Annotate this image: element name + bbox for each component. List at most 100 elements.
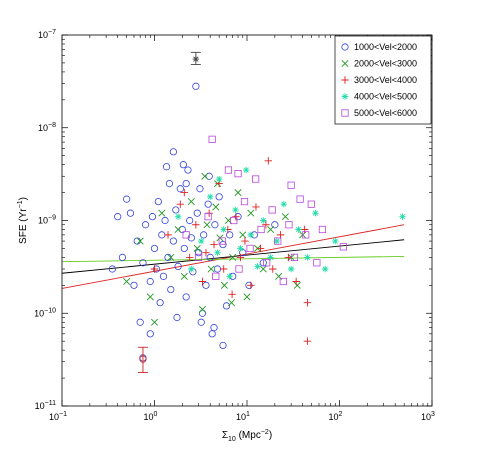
data-point (214, 249, 221, 256)
series-plus (150, 157, 312, 345)
data-point (222, 302, 231, 310)
data-point (167, 285, 175, 294)
data-point (178, 225, 186, 234)
data-point (295, 226, 302, 233)
data-point (212, 203, 220, 211)
data-point (201, 172, 209, 180)
data-point (235, 265, 243, 273)
data-point (247, 209, 255, 217)
data-point (146, 293, 154, 301)
data-point (162, 163, 171, 171)
data-point (224, 166, 233, 174)
data-point (285, 221, 293, 229)
data-point (136, 318, 144, 326)
data-point (292, 277, 300, 286)
data-point (332, 237, 339, 245)
y-axis-label: SFE (Yr−1) (17, 197, 29, 244)
data-point (180, 188, 189, 197)
data-point (279, 277, 287, 286)
data-point (130, 281, 138, 289)
data-point (210, 324, 218, 332)
data-point (202, 248, 210, 257)
data-point (126, 209, 135, 217)
data-point (247, 281, 255, 290)
data-point (212, 272, 220, 280)
data-point (339, 243, 347, 251)
data-point (256, 244, 265, 253)
data-point (198, 305, 206, 313)
data-point (193, 209, 201, 217)
data-point (318, 225, 327, 234)
data-point (228, 290, 236, 299)
series-star (174, 166, 406, 280)
data-point (304, 254, 311, 261)
data-point (260, 217, 267, 224)
data-point (204, 200, 212, 208)
data-point (267, 225, 275, 234)
data-point (287, 181, 295, 189)
data-point (165, 179, 174, 188)
data-point (154, 197, 162, 206)
data-point (269, 265, 277, 273)
series-circle (108, 82, 279, 362)
data-point (287, 265, 295, 273)
data-point (174, 213, 182, 220)
data-point (307, 200, 315, 208)
error-point (192, 55, 200, 63)
legend-label: 1000<Vel<2000 (354, 42, 417, 52)
data-point (206, 193, 214, 201)
data-point (281, 213, 289, 221)
data-point (150, 265, 159, 273)
y-tick-label: 10−7 (38, 29, 56, 40)
data-point (203, 221, 211, 229)
data-point (230, 216, 238, 225)
data-point (204, 213, 212, 221)
data-point (226, 231, 234, 239)
legend-label: 3000<Vel<4000 (354, 75, 417, 85)
data-point (174, 262, 182, 270)
data-point (232, 212, 240, 221)
legend-marker (341, 59, 349, 68)
data-point (226, 273, 233, 280)
data-point (196, 185, 204, 193)
data-point (123, 277, 131, 286)
data-point (296, 195, 304, 203)
error-bars (137, 51, 201, 373)
data-point (227, 299, 236, 307)
data-point (182, 293, 190, 301)
tick-labels: 10−1 100 101 102 103 10−11 10−10 10−9 10−8 10−7 (34, 29, 435, 422)
data-point (284, 253, 293, 262)
data-point (156, 299, 164, 307)
fit-line (61, 255, 405, 263)
data-point (207, 265, 215, 273)
data-point (198, 277, 207, 286)
data-point (167, 253, 175, 261)
data-point (114, 213, 122, 221)
data-point (240, 197, 249, 206)
x-tick-label: 103 (421, 411, 435, 422)
data-point (234, 170, 242, 178)
data-point (246, 244, 254, 253)
data-point (158, 209, 166, 217)
data-point (211, 221, 219, 229)
data-point (206, 253, 214, 262)
data-point (146, 330, 154, 338)
x-tick-label: 100 (144, 411, 158, 422)
data-point (188, 265, 195, 273)
data-point (264, 157, 273, 165)
data-point (185, 253, 194, 262)
data-point (220, 265, 228, 273)
y-tick-label: 10−11 (35, 400, 56, 411)
legend-label: 2000<Vel<3000 (354, 59, 417, 69)
x-tick-label: 102 (329, 411, 343, 422)
data-point (273, 237, 281, 245)
data-point (219, 341, 227, 350)
data-point (262, 221, 270, 229)
data-point (182, 179, 190, 188)
data-point (179, 161, 187, 169)
data-point (268, 206, 276, 214)
legend-marker (341, 43, 349, 51)
data-point (205, 172, 213, 180)
data-point (241, 237, 249, 245)
